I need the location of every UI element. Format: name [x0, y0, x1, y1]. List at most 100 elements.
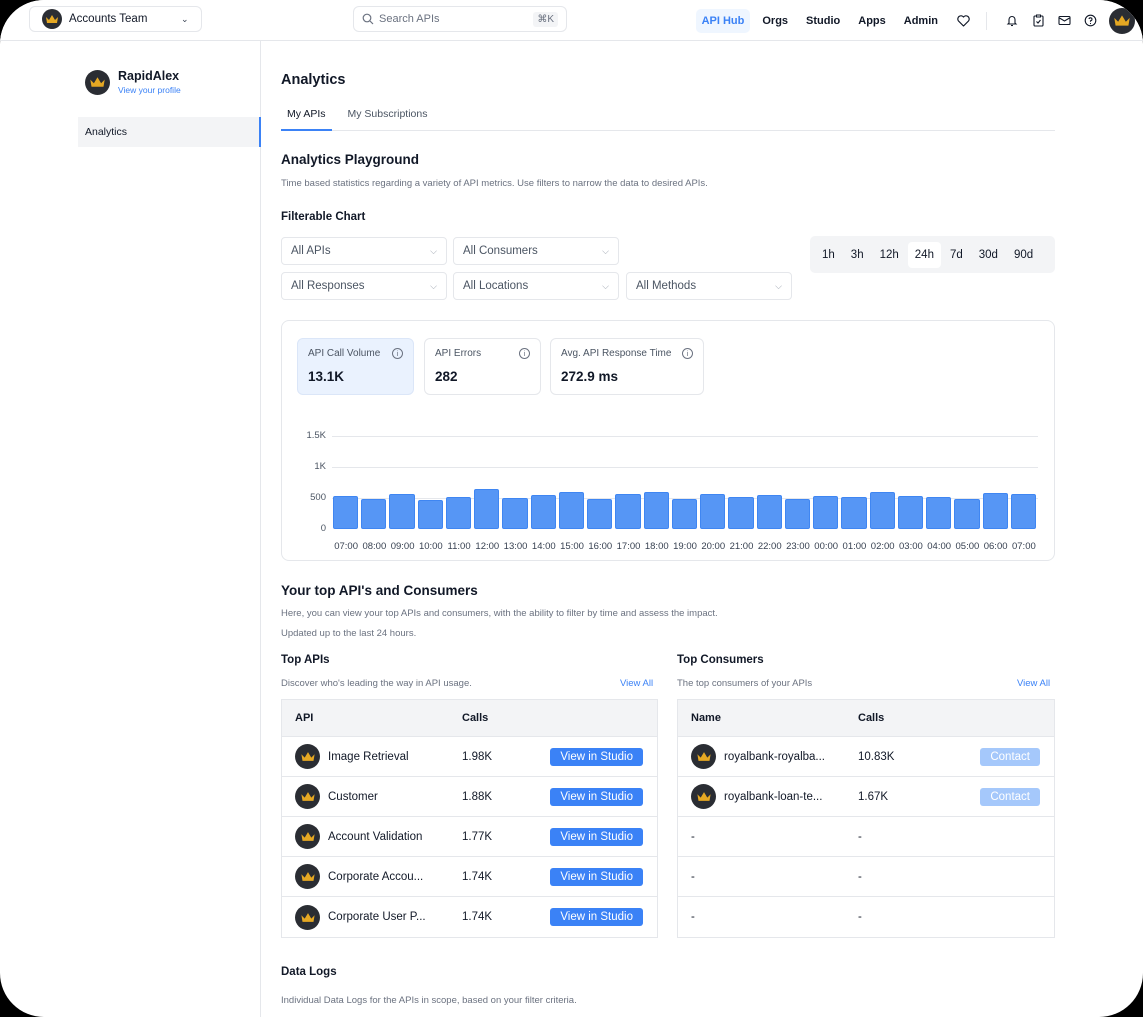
kpi-api-call-volume[interactable]: API Call Volume i 13.1K	[297, 338, 414, 395]
info-icon[interactable]: i	[392, 348, 403, 359]
grid-line	[332, 467, 1038, 468]
top-consumers-description: The top consumers of your APIs	[677, 678, 813, 689]
table-row: --	[678, 897, 1054, 937]
time-range-selector: 1h 3h 12h 24h 7d 30d 90d	[810, 236, 1055, 273]
filter-locations[interactable]: All Locations ⌵	[453, 272, 619, 300]
y-tick-label: 500	[310, 492, 326, 503]
range-30d[interactable]: 30d	[978, 248, 998, 261]
filter-responses[interactable]: All Responses ⌵	[281, 272, 447, 300]
contact-button[interactable]: Contact	[980, 787, 1040, 806]
consumer-calls: 10.83K	[858, 750, 895, 763]
chart-bar[interactable]	[954, 498, 980, 529]
nav-api-hub[interactable]: API Hub	[695, 8, 751, 33]
chart-bar[interactable]	[784, 498, 811, 529]
x-tick-label: 04:00	[927, 541, 952, 552]
api-name[interactable]: Corporate Accou...	[328, 870, 424, 883]
chart-bar[interactable]	[445, 497, 472, 529]
api-name[interactable]: Image Retrieval	[328, 750, 409, 763]
page-title: Analytics	[281, 72, 346, 88]
chart-bar[interactable]	[728, 496, 754, 529]
x-tick-label: 19:00	[673, 541, 697, 552]
view-in-studio-button[interactable]: View in Studio	[550, 867, 643, 886]
info-icon[interactable]: i	[682, 348, 693, 359]
chevron-down-icon: ⌵	[430, 280, 437, 291]
x-tick-label: 10:00	[418, 541, 443, 552]
chart-bar[interactable]	[530, 494, 556, 529]
top-apis-view-all[interactable]: View All	[620, 678, 654, 689]
nav-orgs[interactable]: Orgs	[762, 14, 789, 27]
chart-bar[interactable]	[389, 494, 415, 529]
chart-bar[interactable]	[869, 492, 895, 529]
chart-bar[interactable]	[841, 496, 867, 529]
nav-studio[interactable]: Studio	[806, 14, 841, 27]
chart-bar[interactable]	[502, 498, 528, 529]
contact-button[interactable]: Contact	[980, 747, 1040, 766]
api-calls: 1.88K	[462, 790, 493, 803]
filter-methods[interactable]: All Methods ⌵	[626, 272, 792, 300]
nav-apps[interactable]: Apps	[858, 14, 886, 27]
kpi-avg-response-time[interactable]: Avg. API Response Time i 272.9 ms	[550, 338, 704, 395]
range-24h[interactable]: 24h	[907, 241, 941, 268]
x-tick-label: 23:00	[786, 541, 810, 552]
search-input[interactable]: Search APIs ⌘K	[353, 6, 567, 32]
range-90d[interactable]: 90d	[1013, 248, 1034, 261]
top-consumers-view-all[interactable]: View All	[1017, 678, 1051, 689]
user-avatar[interactable]	[1109, 7, 1135, 34]
api-name[interactable]: Account Validation	[328, 830, 423, 843]
search-icon	[362, 13, 374, 25]
range-12h[interactable]: 12h	[879, 248, 899, 261]
consumer-name[interactable]: royalbank-royalba...	[724, 750, 825, 763]
kpi-label: Avg. API Response Time	[561, 348, 672, 359]
heart-icon[interactable]	[956, 14, 970, 28]
consumer-name: -	[691, 911, 695, 923]
chart-bar[interactable]	[1010, 494, 1036, 529]
view-in-studio-button[interactable]: View in Studio	[550, 787, 643, 806]
clipboard-check-icon[interactable]	[1031, 14, 1045, 28]
filter-consumers[interactable]: All Consumers ⌵	[453, 237, 619, 265]
api-name[interactable]: Corporate User P...	[328, 911, 426, 923]
sidebar-item-analytics[interactable]: Analytics	[78, 117, 261, 147]
chart-bar[interactable]	[926, 497, 952, 529]
chart-bar[interactable]	[671, 499, 698, 529]
chart-bar[interactable]	[643, 492, 669, 529]
tab-my-subscriptions[interactable]: My Subscriptions	[347, 108, 428, 120]
chart-bar[interactable]	[361, 498, 387, 529]
range-1h[interactable]: 1h	[822, 248, 835, 261]
api-calls: 1.98K	[462, 750, 493, 763]
info-icon[interactable]: i	[519, 348, 530, 359]
chart-bar[interactable]	[333, 496, 359, 529]
kpi-api-errors[interactable]: API Errors i 282	[424, 338, 541, 395]
bell-icon[interactable]	[1005, 14, 1019, 28]
view-in-studio-button[interactable]: View in Studio	[550, 827, 643, 846]
chevron-down-icon: ⌵	[602, 245, 609, 256]
view-profile-link[interactable]: View your profile	[118, 85, 181, 95]
chart-bar[interactable]	[813, 495, 839, 529]
chart-bar[interactable]	[558, 492, 585, 529]
chart-bar[interactable]	[756, 494, 782, 529]
range-3h[interactable]: 3h	[850, 248, 864, 261]
view-in-studio-button[interactable]: View in Studio	[550, 908, 643, 926]
consumer-name[interactable]: royalbank-loan-te...	[724, 790, 823, 803]
chart-bar[interactable]	[474, 489, 500, 529]
y-tick-label: 1K	[314, 461, 326, 472]
filter-value: All Methods	[636, 280, 697, 292]
api-avatar	[295, 784, 320, 809]
chart-bar[interactable]	[615, 493, 641, 529]
mail-icon[interactable]	[1057, 14, 1071, 28]
api-name[interactable]: Customer	[328, 790, 378, 803]
team-selector[interactable]: Accounts Team ⌄	[29, 6, 202, 32]
chart-bar[interactable]	[982, 493, 1008, 529]
filter-value: All Responses	[291, 280, 365, 292]
nav-admin[interactable]: Admin	[903, 14, 938, 27]
chart-bar[interactable]	[587, 498, 613, 529]
view-in-studio-button[interactable]: View in Studio	[550, 747, 643, 766]
help-icon[interactable]	[1083, 14, 1097, 28]
api-avatar	[295, 904, 320, 930]
chart-bar[interactable]	[700, 494, 726, 529]
chart-bar[interactable]	[417, 500, 443, 529]
filter-apis[interactable]: All APIs ⌵	[281, 237, 447, 265]
x-tick-label: 13:00	[503, 541, 528, 552]
chart-bar[interactable]	[897, 496, 924, 529]
range-7d[interactable]: 7d	[949, 248, 963, 261]
tab-my-apis[interactable]: My APIs	[281, 102, 332, 131]
